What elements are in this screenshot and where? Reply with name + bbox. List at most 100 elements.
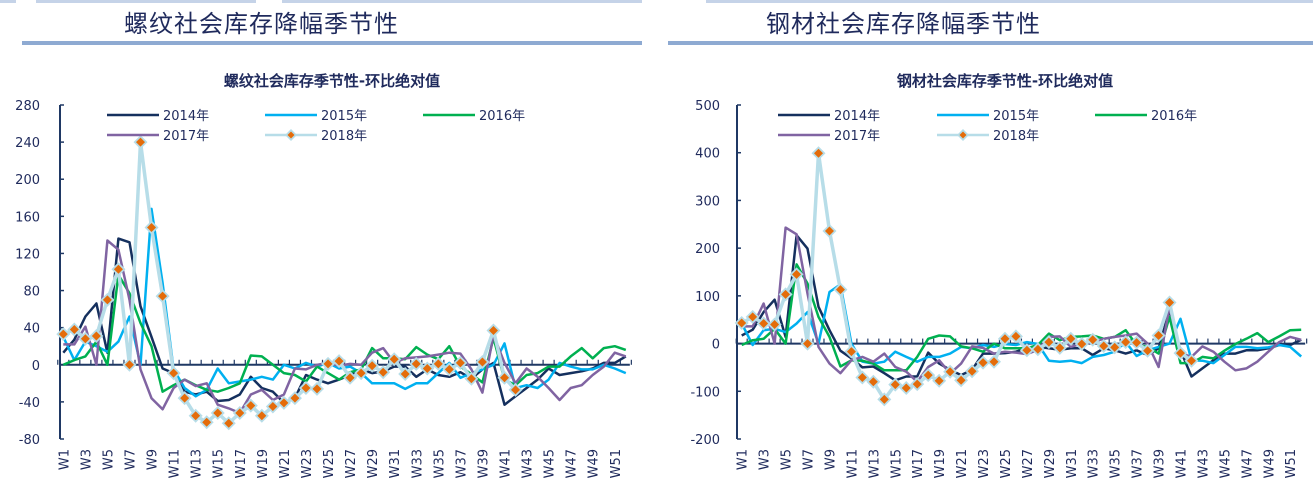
x-tick-label: W29 xyxy=(366,449,381,478)
data-point xyxy=(1143,346,1153,356)
data-point xyxy=(846,347,856,357)
x-tick-label: W9 xyxy=(146,449,161,470)
steel-inventory-chart: 钢材社会库存季节性-环比绝对值 500 400 300 200 100 0 -100 -200… xyxy=(690,72,1308,478)
legend-marker xyxy=(959,131,967,139)
y-tick-label: 200 xyxy=(15,173,40,188)
data-point xyxy=(1044,337,1054,347)
data-point xyxy=(488,325,498,335)
data-point xyxy=(1066,334,1076,344)
header-accent-left-3 xyxy=(282,0,642,3)
data-point xyxy=(1088,335,1098,345)
data-point xyxy=(945,367,955,377)
data-point xyxy=(1110,342,1120,352)
right-section-title: 钢材社会库存降幅季节性 xyxy=(766,10,1041,38)
data-point xyxy=(1055,343,1065,353)
data-point xyxy=(1099,341,1109,351)
legend-item-2017: 2017年 xyxy=(107,129,209,144)
y-tick-label: 300 xyxy=(695,194,720,209)
data-point xyxy=(301,383,311,393)
left-title-underline xyxy=(22,41,642,45)
x-tick-label: W17 xyxy=(234,449,249,478)
x-tick-label: W33 xyxy=(1087,449,1102,478)
x-tick-label: W7 xyxy=(123,449,138,470)
legend-item-2016: 2016年 xyxy=(423,109,525,124)
data-point xyxy=(147,222,157,232)
x-tick-label: W43 xyxy=(521,449,536,478)
x-tick-label: W49 xyxy=(587,449,602,478)
y-tick-label: 160 xyxy=(15,210,40,225)
data-point xyxy=(113,264,123,274)
y-tick-label: 80 xyxy=(23,285,40,300)
data-point xyxy=(400,369,410,379)
data-point xyxy=(257,411,267,421)
x-tick-label: W35 xyxy=(1109,449,1124,478)
x-tick-label: W3 xyxy=(79,449,94,470)
y-tick-label: 0 xyxy=(32,359,40,374)
data-point xyxy=(803,339,813,349)
data-point xyxy=(466,374,476,384)
x-tick-label: W31 xyxy=(388,449,403,478)
data-point xyxy=(1176,348,1185,358)
data-point xyxy=(279,398,289,408)
chart-title: 螺纹社会库存季节性-环比绝对值 xyxy=(224,72,440,90)
x-tick-label: W45 xyxy=(543,449,558,478)
x-tick-label: W5 xyxy=(780,449,795,470)
data-point xyxy=(1077,339,1087,349)
x-tick-label: W25 xyxy=(999,449,1014,478)
chart-title: 钢材社会库存季节性-环比绝对值 xyxy=(897,72,1113,90)
data-point xyxy=(1186,356,1196,366)
x-tick-label: W9 xyxy=(823,449,838,470)
x-tick-label: W5 xyxy=(101,449,116,470)
y-tick-label: 40 xyxy=(23,322,40,337)
x-tick-label: W23 xyxy=(300,449,315,478)
y-tick-label: -100 xyxy=(690,385,720,400)
data-point xyxy=(422,363,432,373)
data-point xyxy=(136,137,146,147)
x-tick-label: W41 xyxy=(1175,449,1190,478)
data-point xyxy=(80,334,90,344)
data-point xyxy=(477,357,487,367)
x-tick-label: W19 xyxy=(256,449,271,478)
rebar-inventory-chart: 螺纹社会库存季节性-环比绝对值 280 240 200 160 120 80 40 0 -40 -… xyxy=(15,72,632,478)
x-tick-label: W7 xyxy=(802,449,817,470)
x-tick-label: W15 xyxy=(212,449,227,478)
x-tick-label: W51 xyxy=(609,449,624,478)
data-point xyxy=(378,367,388,377)
data-point xyxy=(923,370,933,380)
y-tick-label: 280 xyxy=(15,99,40,114)
legend-label: 2014年 xyxy=(163,109,209,124)
left-section-title: 螺纹社会库存降幅季节性 xyxy=(124,10,399,38)
x-tick-label: W13 xyxy=(867,449,882,478)
x-tick-label: W35 xyxy=(432,449,447,478)
data-point xyxy=(334,356,344,366)
data-point xyxy=(912,379,922,389)
legend-item-2015: 2015年 xyxy=(265,109,367,124)
data-point xyxy=(1121,337,1131,347)
data-point xyxy=(124,360,134,370)
data-point xyxy=(1022,345,1032,355)
x-tick-label: W33 xyxy=(410,449,425,478)
legend-item-2018: 2018年 xyxy=(937,129,1039,144)
data-point xyxy=(934,376,944,386)
x-tick-label: W47 xyxy=(1240,449,1255,478)
data-point xyxy=(1011,331,1021,341)
legend-label: 2017年 xyxy=(834,129,880,144)
y-tick-label: -200 xyxy=(690,433,720,448)
data-point xyxy=(102,295,112,305)
x-tick-label: W13 xyxy=(190,449,205,478)
data-point xyxy=(290,393,300,403)
x-tick-label: W27 xyxy=(344,449,359,478)
right-title-underline xyxy=(668,41,1313,45)
data-point xyxy=(1033,344,1043,354)
legend-item-2014: 2014年 xyxy=(778,109,880,124)
data-point xyxy=(224,418,234,428)
data-point xyxy=(792,269,802,279)
x-tick-label: W27 xyxy=(1021,449,1036,478)
header-accent-right xyxy=(706,0,1313,3)
x-tick-label: W45 xyxy=(1218,449,1233,478)
data-point xyxy=(444,364,454,374)
x-tick-label: W11 xyxy=(845,449,860,478)
x-tick-label: W41 xyxy=(499,449,514,478)
data-point xyxy=(737,318,747,328)
data-point xyxy=(345,373,355,383)
